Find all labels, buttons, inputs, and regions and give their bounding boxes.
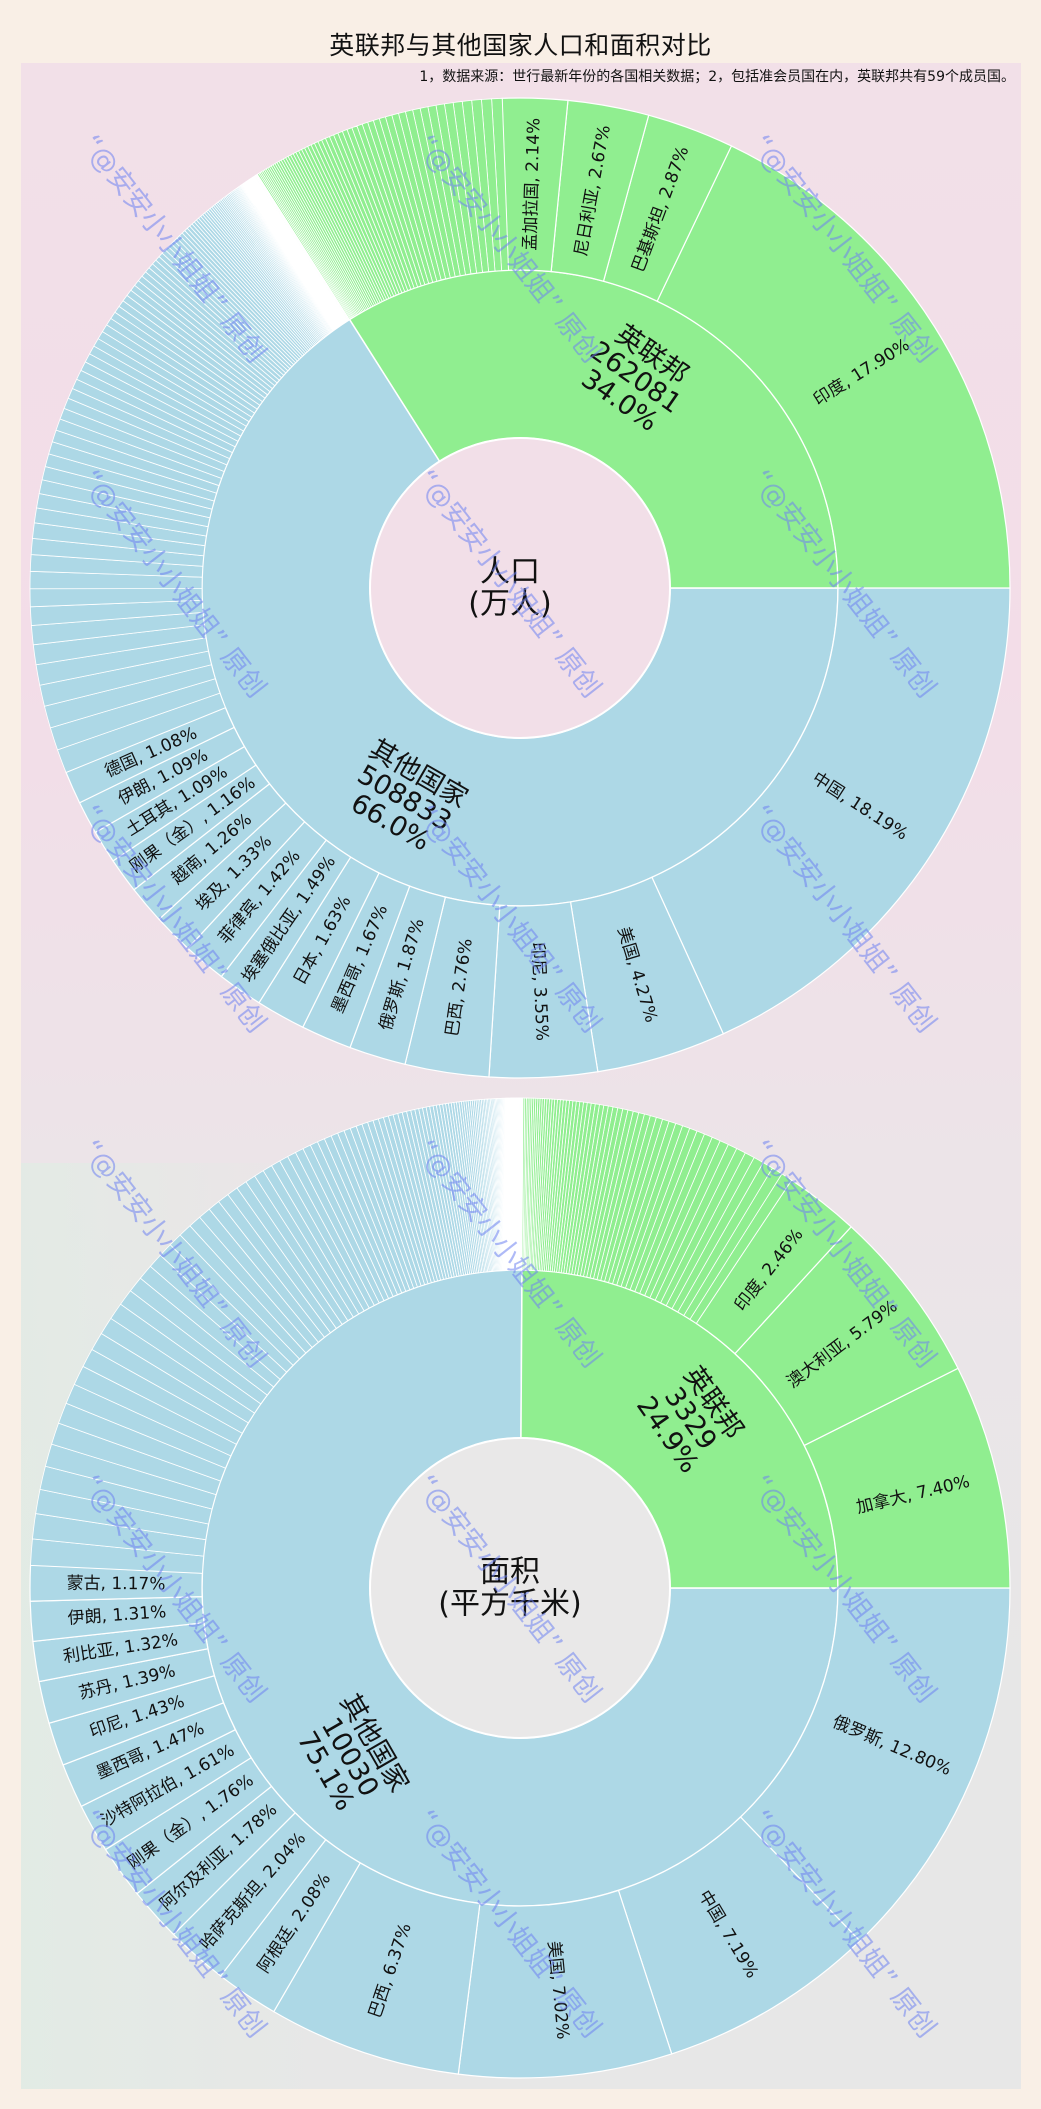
svg-text:人口: 人口	[480, 555, 540, 590]
minor-country-segment[interactable]	[443, 102, 478, 275]
minor-country-segment[interactable]	[634, 1130, 705, 1294]
commonwealth-country-ring: 印度, 17.90%巴基斯坦, 2.87%尼日利亚, 2.67%孟加拉国, 2.…	[256, 97, 1011, 589]
country-label: 印尼, 3.55%	[527, 942, 552, 1042]
minor-country-segment[interactable]	[412, 107, 456, 279]
minor-country-segment[interactable]	[471, 99, 496, 272]
minor-country-segment[interactable]	[427, 104, 466, 277]
minor-country-segment[interactable]	[419, 106, 461, 278]
minor-country-segment[interactable]	[671, 1157, 764, 1313]
svg-text:(平方千米): (平方千米)	[438, 1587, 581, 1622]
area-sunburst-chart: 俄罗斯, 12.80%中国, 7.19%美国, 7.02%巴西, 6.37%阿根…	[29, 1097, 1011, 2079]
minor-country-segment[interactable]	[649, 1140, 729, 1301]
country-segment[interactable]	[656, 145, 1011, 589]
minor-country-segment[interactable]	[677, 1162, 773, 1316]
minor-country-segment[interactable]	[256, 172, 352, 321]
country-segment[interactable]	[651, 587, 1011, 1035]
country-label: 蒙古, 1.17%	[67, 1574, 166, 1595]
country-segment[interactable]	[734, 1225, 959, 1447]
svg-text:面积: 面积	[480, 1555, 540, 1590]
minor-country-segment[interactable]	[461, 99, 490, 273]
minor-country-segment[interactable]	[689, 1173, 793, 1324]
minor-country-segment[interactable]	[683, 1167, 783, 1320]
page-title: 英联邦与其他国家人口和面积对比	[329, 31, 712, 60]
svg-text:(万人): (万人)	[468, 587, 551, 622]
center-label: 人口(万人)	[468, 555, 551, 622]
commonwealth-country-ring: 加拿大, 7.40%澳大利亚, 5.79%印度, 2.46%	[521, 1097, 1011, 1589]
minor-country-segment[interactable]	[452, 100, 483, 274]
minor-country-segment[interactable]	[629, 1127, 698, 1292]
country-segment[interactable]	[550, 99, 650, 282]
others-country-ring: 俄罗斯, 12.80%中国, 7.19%美国, 7.02%巴西, 6.37%阿根…	[29, 1097, 1011, 2079]
minor-country-segment[interactable]	[491, 97, 509, 271]
minor-country-segment[interactable]	[665, 1152, 755, 1310]
country-segment[interactable]	[602, 114, 733, 302]
chart-subtitle-note: 1，数据来源：世行最新年份的各国相关数据；2，包括准会员国在内，英联邦共有59个…	[419, 69, 1015, 85]
minor-country-segment[interactable]	[654, 1143, 738, 1304]
center-label: 面积(平方千米)	[438, 1555, 581, 1622]
minor-country-segment[interactable]	[404, 109, 451, 280]
minor-country-segment[interactable]	[435, 103, 472, 276]
minor-country-segment[interactable]	[521, 1097, 526, 1271]
country-segment[interactable]	[803, 1367, 1011, 1589]
minor-country-segment[interactable]	[644, 1136, 721, 1299]
minor-country-segment[interactable]	[660, 1147, 746, 1307]
population-sunburst-chart: 中国, 18.19%美国, 4.27%印尼, 3.55%巴西, 2.76%俄罗斯…	[29, 97, 1011, 1079]
minor-country-segment[interactable]	[480, 98, 502, 272]
center-hole	[369, 1437, 671, 1739]
minor-country-segment[interactable]	[624, 1125, 691, 1291]
country-label: 孟加拉国, 2.14%	[520, 118, 544, 251]
country-segment[interactable]	[695, 1179, 852, 1355]
center-hole	[369, 437, 671, 739]
country-segment[interactable]	[501, 97, 569, 273]
minor-country-segment[interactable]	[639, 1133, 713, 1296]
